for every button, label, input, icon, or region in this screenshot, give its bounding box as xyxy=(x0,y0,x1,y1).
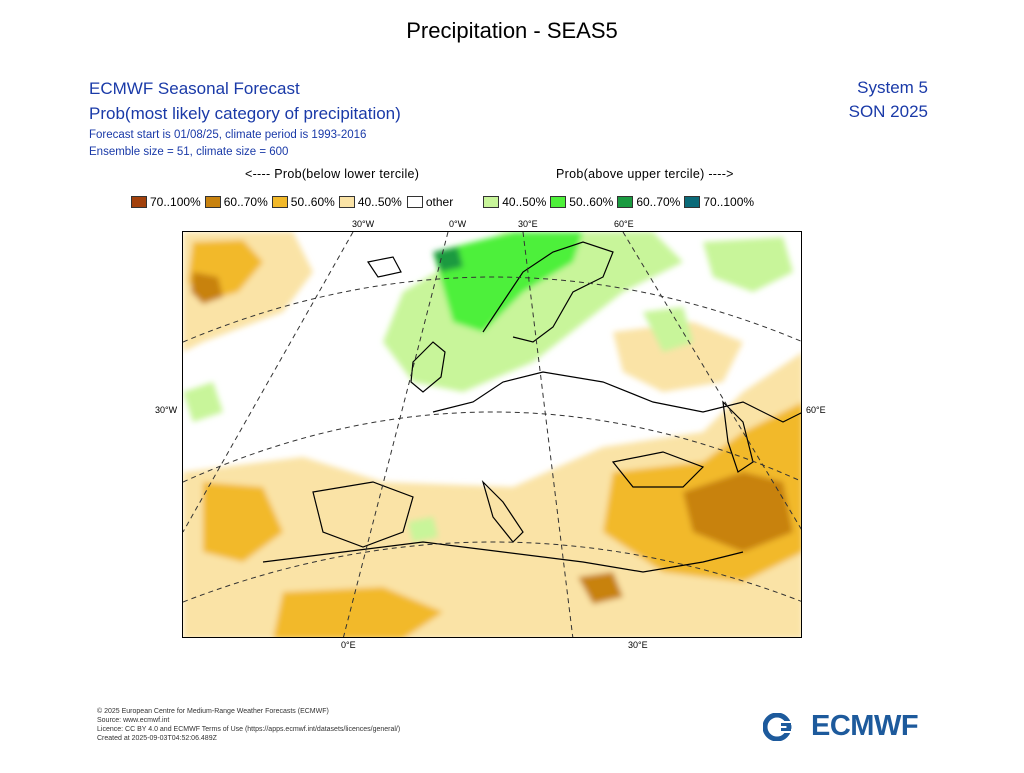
legend-label: 60..70% xyxy=(223,195,268,209)
coastline-british-isles xyxy=(410,341,446,393)
lon-label-bottom: 0°E xyxy=(341,640,356,650)
legend-label: 60..70% xyxy=(636,195,681,209)
forecast-start-text: Forecast start is 01/08/25, climate peri… xyxy=(89,129,367,141)
legend-item: 60..70% xyxy=(617,195,680,209)
dry-area-40-50 xyxy=(183,353,801,637)
wet-area-40-50 xyxy=(183,382,223,422)
meridian-line xyxy=(622,232,801,530)
coastlines xyxy=(262,241,801,573)
wet-area-40-50 xyxy=(643,307,693,352)
legend-label: 40..50% xyxy=(357,195,402,209)
coastline-iberia xyxy=(312,481,414,548)
lon-label-right: 60°E xyxy=(806,405,826,415)
legend-swatch xyxy=(338,196,355,208)
coastline-italy xyxy=(481,479,524,543)
coastline-iceland xyxy=(367,256,402,278)
coastline-scandinavia xyxy=(482,241,614,343)
ecmwf-logo: ECMWF xyxy=(763,710,919,743)
legend-swatch xyxy=(131,196,147,208)
lon-label-top: 30°W xyxy=(352,219,375,229)
lon-label-top: 30°E xyxy=(518,219,538,229)
legend-swatch xyxy=(550,196,567,208)
legend-swatch xyxy=(483,196,500,208)
map-canvas xyxy=(183,232,801,637)
legend-item: 60..70% xyxy=(204,195,268,209)
legend-item: 50..60% xyxy=(550,195,613,209)
graticule xyxy=(183,232,801,637)
dry-area-50-60 xyxy=(203,482,283,562)
dry-areas xyxy=(183,232,801,637)
product-subtitle: Prob(most likely category of precipitati… xyxy=(89,104,401,123)
source-text: Source: www.ecmwf.int xyxy=(97,717,170,724)
created-text: Created at 2025-09-03T04:52:06.489Z xyxy=(97,735,217,742)
dry-area-60-70 xyxy=(191,272,223,304)
lon-label-top: 0°W xyxy=(449,219,467,229)
lon-label-bottom: 30°E xyxy=(628,640,648,650)
parallel-line xyxy=(183,276,801,343)
dry-area-40-50 xyxy=(613,322,743,392)
forecast-map xyxy=(182,231,802,638)
parallel-line xyxy=(183,541,801,603)
legend-swatch xyxy=(204,196,221,208)
product-title: ECMWF Seasonal Forecast xyxy=(89,79,300,98)
legend-label: 70..100% xyxy=(150,195,201,209)
legend-swatch xyxy=(617,196,634,208)
legend-item: 40..50% xyxy=(338,195,402,209)
dry-area-60-70 xyxy=(683,472,793,552)
logo-text: ECMWF xyxy=(811,710,919,742)
legend-label: 50..60% xyxy=(290,195,335,209)
wet-area-40-50 xyxy=(703,237,793,292)
season-label: SON 2025 xyxy=(848,102,928,121)
coastline-north-africa xyxy=(262,541,744,573)
legend-item: 70..100% xyxy=(131,195,201,209)
legend-swatch xyxy=(684,196,701,208)
legend-label: other xyxy=(425,195,454,209)
meridian-line xyxy=(183,232,354,533)
lon-label-top: 60°E xyxy=(614,219,634,229)
dry-area-50-60 xyxy=(273,587,443,637)
licence-text: Licence: CC BY 4.0 and ECMWF Terms of Us… xyxy=(97,726,401,733)
meridian-line xyxy=(342,232,449,637)
coastline-mainland-europe xyxy=(432,371,801,423)
legend-label: 70..100% xyxy=(703,195,755,209)
tercile-below-label: <---- Prob(below lower tercile) xyxy=(245,167,420,181)
lon-label-left: 30°W xyxy=(155,405,178,415)
legend-item: 50..60% xyxy=(271,195,335,209)
tercile-above-label: Prob(above upper tercile) ----> xyxy=(556,167,734,181)
footer: © 2025 European Centre for Medium-Range … xyxy=(97,707,400,743)
coastline-caspian xyxy=(722,400,754,473)
probability-fields xyxy=(183,232,801,637)
legend: 70..100% 60..70% 50..60% 40..50% other 4… xyxy=(131,194,754,210)
copyright-text: © 2025 European Centre for Medium-Range … xyxy=(97,708,329,715)
ecmwf-logo-icon xyxy=(763,712,807,741)
legend-item: 70..100% xyxy=(684,195,754,209)
legend-swatch xyxy=(271,196,288,208)
wet-areas xyxy=(183,232,793,542)
legend-label: 50..60% xyxy=(569,195,614,209)
page-title: Precipitation - SEAS5 xyxy=(406,18,618,43)
wet-area-60-70 xyxy=(433,247,463,272)
coastline-black-sea xyxy=(611,451,705,488)
legend-swatch xyxy=(406,196,423,208)
ensemble-size-text: Ensemble size = 51, climate size = 600 xyxy=(89,146,289,158)
system-label: System 5 xyxy=(857,78,928,97)
legend-item: 40..50% xyxy=(483,195,546,209)
dry-area-60-70 xyxy=(578,572,623,604)
wet-area-40-50 xyxy=(408,517,438,542)
legend-item: other xyxy=(406,195,454,209)
parallel-line xyxy=(183,411,801,483)
legend-label: 40..50% xyxy=(502,195,547,209)
